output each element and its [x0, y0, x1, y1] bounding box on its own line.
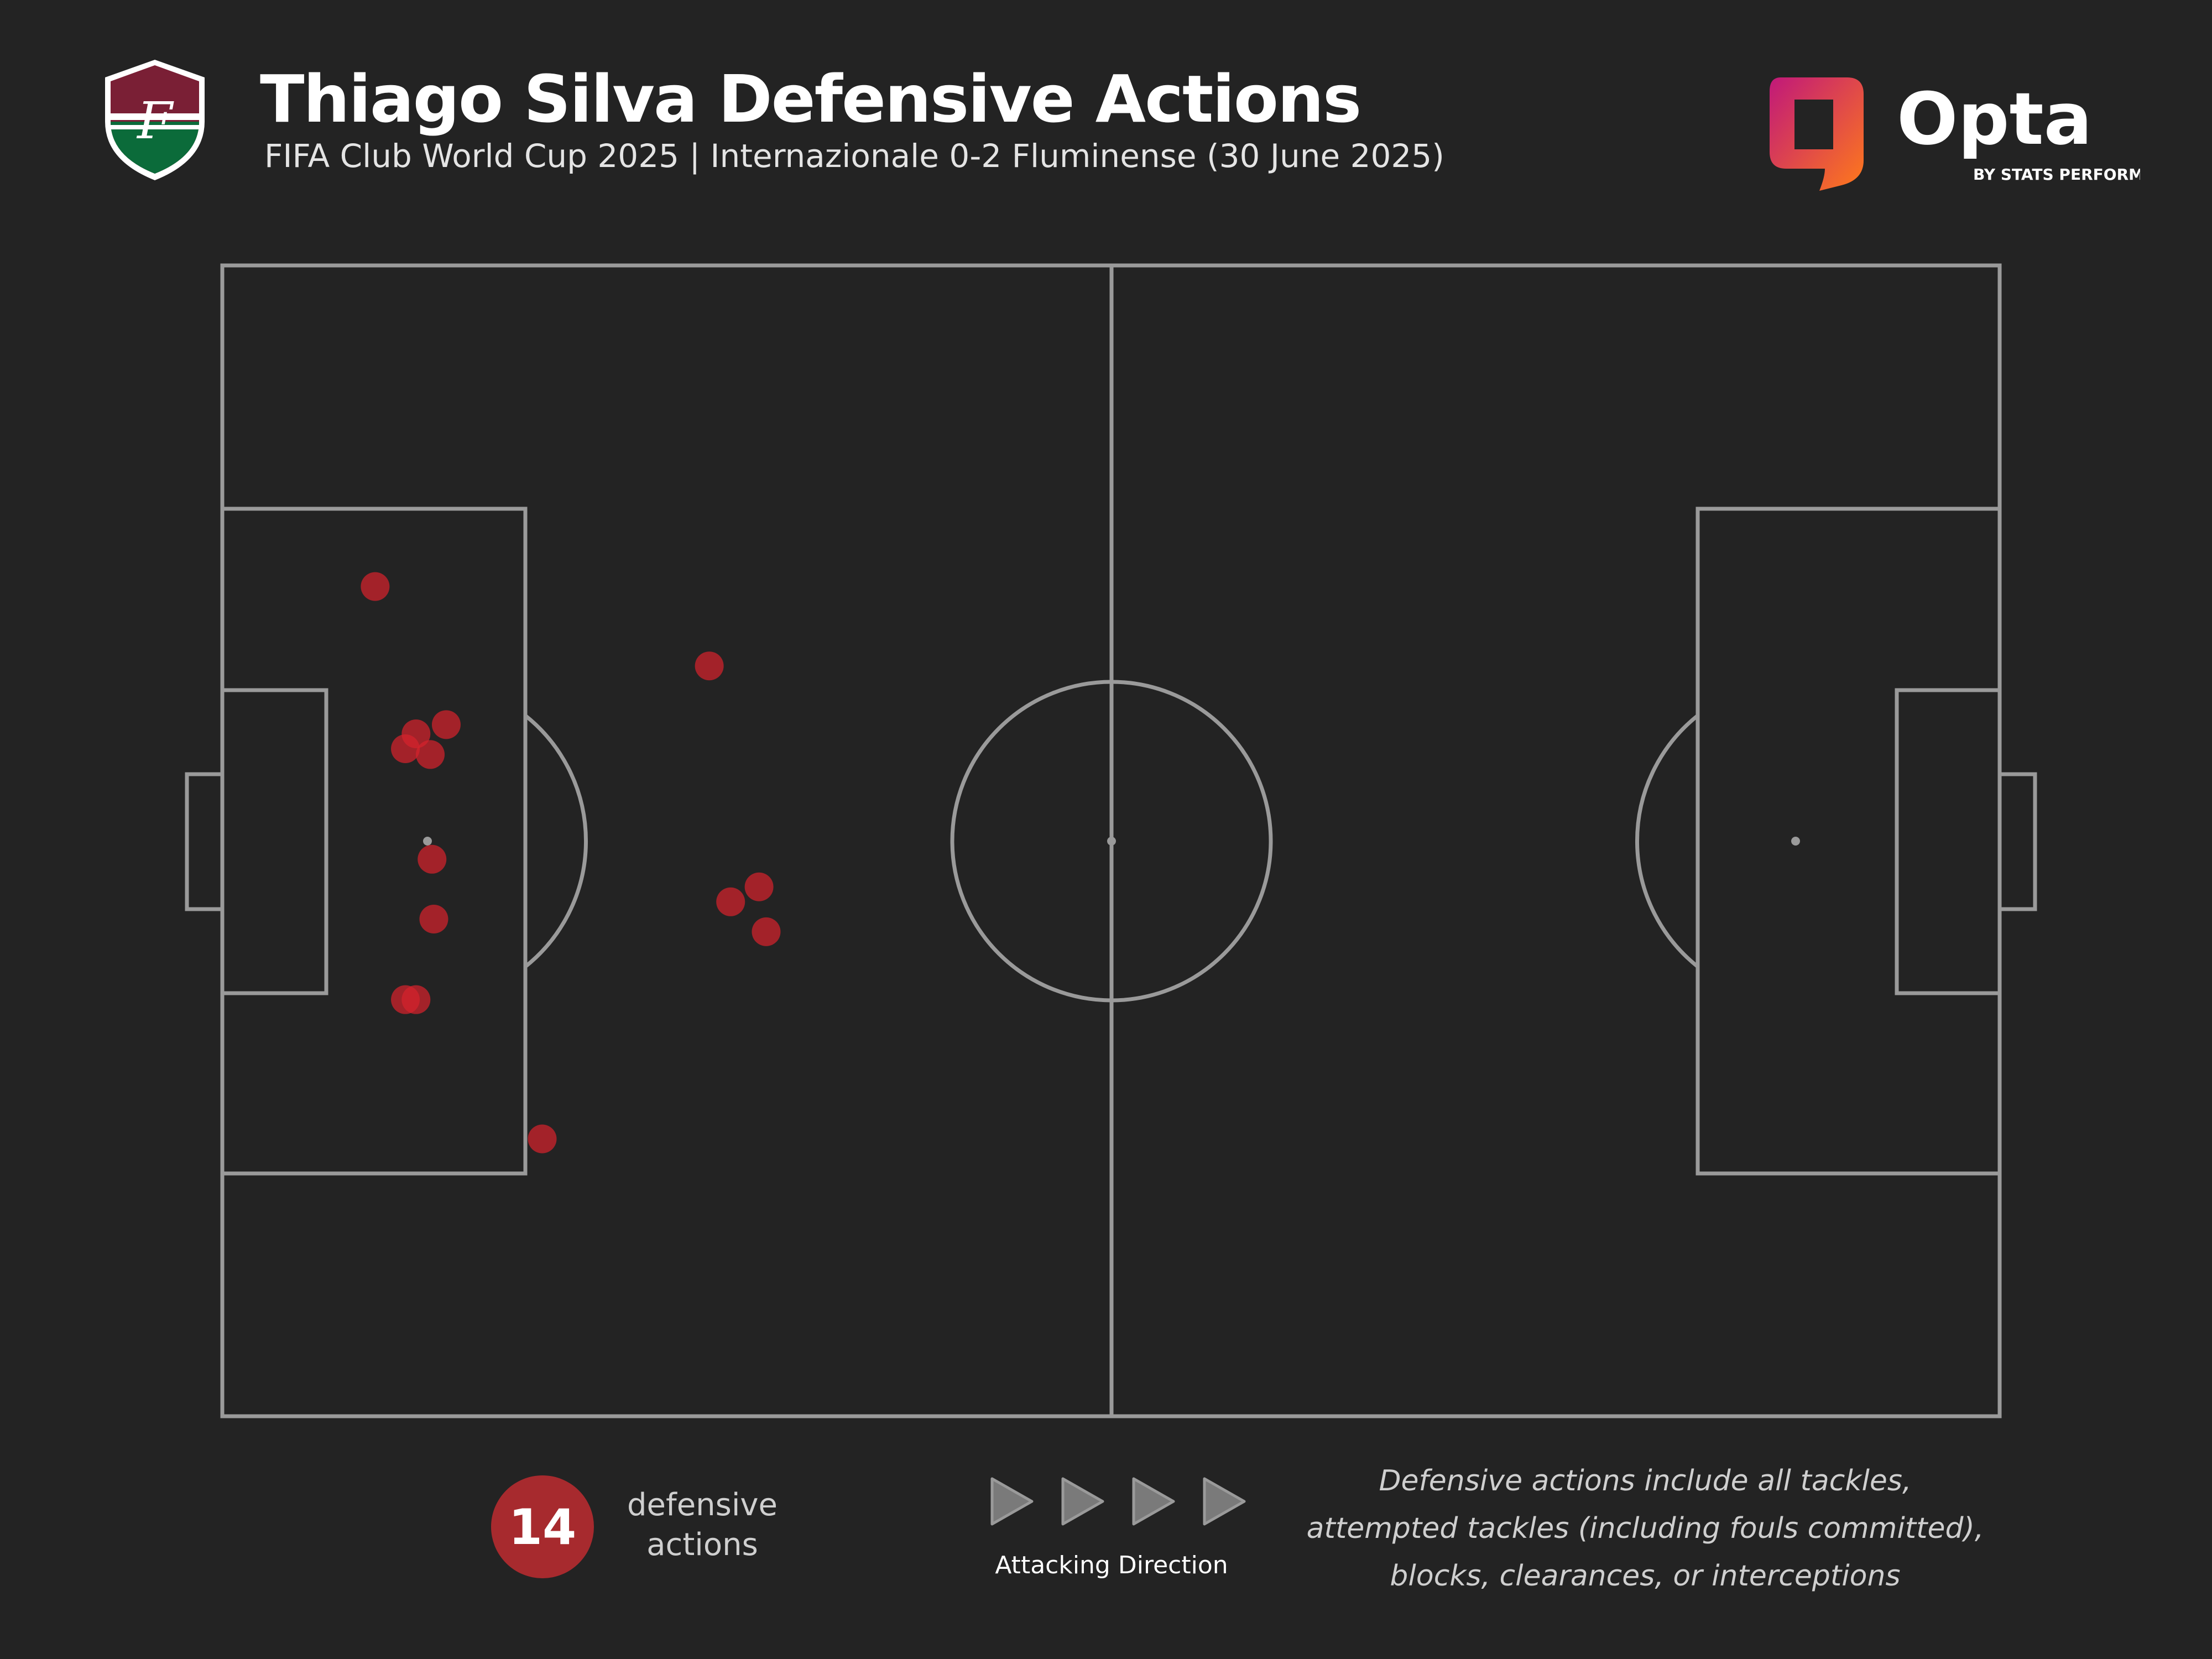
opta-logo: Opta BY STATS PERFORM: [1770, 77, 2140, 191]
opta-mark-icon: [1770, 77, 1864, 191]
right-penalty-box: [1695, 507, 2002, 1176]
play-arrow-icon: [990, 1477, 1034, 1526]
action-count-label-line1: defensive: [627, 1487, 778, 1523]
play-arrow-icon: [1203, 1477, 1246, 1526]
action-count-label-line2: actions: [646, 1527, 758, 1563]
defensive-action-point: [695, 651, 724, 681]
definition-note-line1: Defensive actions include all tackles,: [1379, 1464, 1912, 1498]
action-count-badge: 14: [491, 1475, 594, 1578]
pitch: [185, 263, 2037, 1418]
definition-note-line2: attempted tackles (including fouls commi…: [1306, 1512, 1984, 1545]
defensive-action-point: [401, 985, 431, 1014]
attacking-direction-arrows: [990, 1477, 1246, 1526]
left-penalty-spot: [423, 837, 432, 846]
opta-wordmark: Opta: [1897, 77, 2092, 161]
defensive-action-point: [418, 844, 447, 874]
defensive-action-point: [744, 872, 774, 901]
center-spot: [1107, 837, 1116, 846]
defensive-action-point: [419, 905, 448, 934]
chart-title: Thiago Silva Defensive Actions: [260, 61, 1361, 137]
definition-note: Defensive actions include all tackles, a…: [1288, 1457, 2002, 1600]
defensive-action-point: [416, 740, 445, 769]
right-penalty-arc: [1635, 714, 1699, 968]
attacking-direction-label: Attacking Direction: [995, 1551, 1228, 1579]
definition-note-line3: blocks, clearances, or interceptions: [1390, 1559, 1901, 1593]
fluminense-crest-icon: F: [105, 60, 205, 180]
left-six-yard-box: [220, 688, 328, 995]
defensive-action-point: [528, 1124, 557, 1154]
left-penalty-box: [220, 507, 528, 1176]
play-arrow-icon: [1132, 1477, 1175, 1526]
right-goal: [1997, 772, 2037, 911]
center-circle: [950, 680, 1273, 1003]
play-arrow-icon: [1061, 1477, 1104, 1526]
defensive-action-point: [752, 917, 781, 946]
right-penalty-spot: [1791, 837, 1800, 846]
chart-subtitle: FIFA Club World Cup 2025 | Internazional…: [264, 137, 1444, 175]
action-count-label: defensive actions: [619, 1485, 785, 1565]
left-goal: [185, 772, 225, 911]
right-six-yard-box: [1895, 688, 2002, 995]
defensive-action-point: [716, 887, 745, 916]
left-penalty-arc: [524, 714, 588, 968]
svg-text:F: F: [136, 91, 174, 150]
defensive-action-point: [431, 710, 461, 739]
defensive-action-point: [391, 734, 420, 764]
opta-tagline: BY STATS PERFORM: [1973, 165, 2140, 184]
defensive-action-point: [361, 572, 390, 601]
